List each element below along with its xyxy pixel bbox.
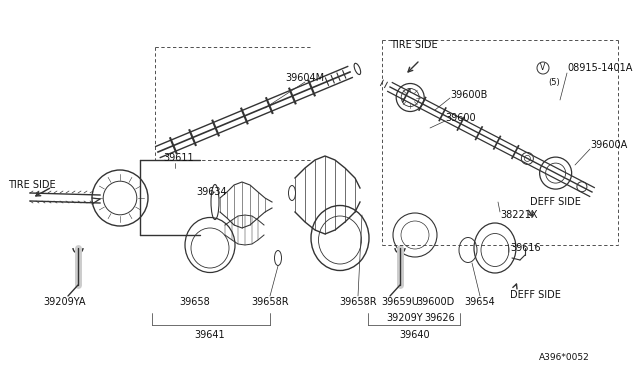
Text: 39658R: 39658R — [251, 297, 289, 307]
Text: 39658R: 39658R — [339, 297, 377, 307]
Text: 39600: 39600 — [445, 113, 476, 123]
Text: 39604M: 39604M — [285, 73, 324, 83]
Text: A396*0052: A396*0052 — [540, 353, 590, 362]
Text: 39600D: 39600D — [416, 297, 454, 307]
Text: 39641: 39641 — [195, 330, 225, 340]
Text: 08915-1401A: 08915-1401A — [567, 63, 632, 73]
Text: 39658: 39658 — [180, 297, 211, 307]
Text: 39659U: 39659U — [381, 297, 419, 307]
Text: 39209Y: 39209Y — [387, 313, 423, 323]
Text: 39626: 39626 — [424, 313, 456, 323]
Text: 38221X: 38221X — [500, 210, 538, 220]
Text: 39600A: 39600A — [590, 140, 627, 150]
Text: TIRE SIDE: TIRE SIDE — [390, 40, 438, 50]
Text: V: V — [540, 64, 546, 73]
Text: DEFF SIDE: DEFF SIDE — [530, 197, 581, 207]
Text: 39654: 39654 — [465, 297, 495, 307]
Text: TIRE SIDE: TIRE SIDE — [8, 180, 56, 190]
Text: 39640: 39640 — [400, 330, 430, 340]
Text: 39600B: 39600B — [450, 90, 488, 100]
Text: 39616: 39616 — [510, 243, 541, 253]
Text: DEFF SIDE: DEFF SIDE — [510, 290, 561, 300]
Text: 39209YA: 39209YA — [44, 297, 86, 307]
Text: 39634: 39634 — [196, 187, 227, 197]
Text: (5): (5) — [548, 77, 560, 87]
Text: 39611: 39611 — [163, 153, 194, 163]
